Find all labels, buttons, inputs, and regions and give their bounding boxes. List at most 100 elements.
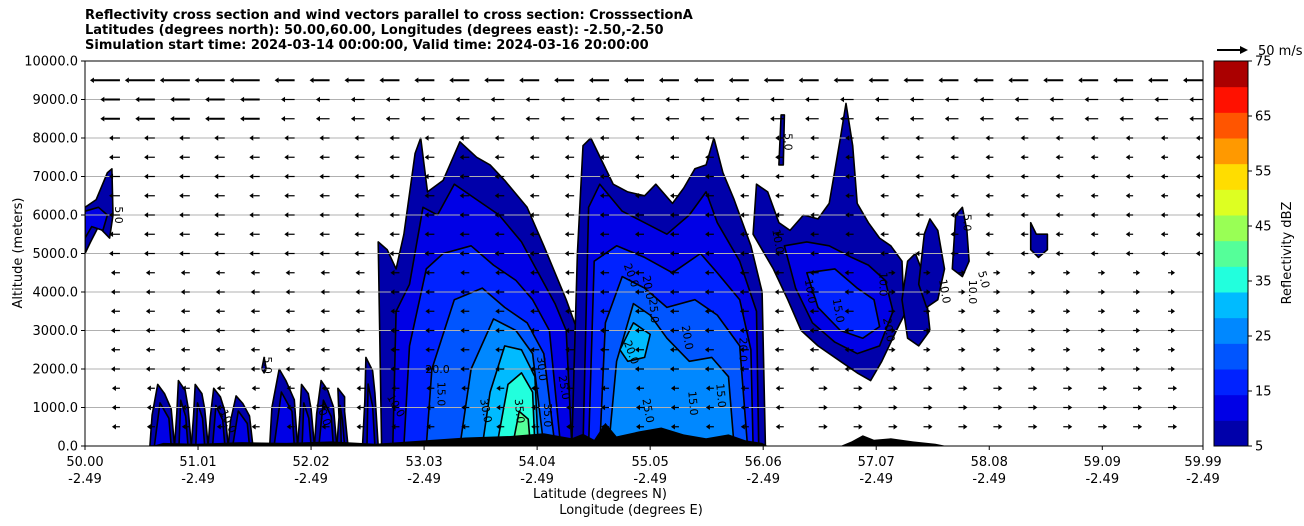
wind-vector-head	[1160, 154, 1165, 161]
wind-vector-head	[1055, 212, 1060, 218]
wind-vector-head	[670, 231, 675, 238]
colorbar-segment	[1214, 61, 1248, 88]
x-tick-label-lon: -2.49	[520, 472, 554, 487]
wind-vector-head	[460, 327, 465, 334]
wind-vector-head	[145, 289, 150, 295]
wind-vector-head	[704, 327, 709, 334]
contour-label: 15.0	[830, 297, 847, 323]
wind-vector-head	[635, 366, 639, 372]
colorbar-segment	[1214, 163, 1248, 190]
wind-vector-head	[525, 96, 530, 103]
contour-label: 10.0	[877, 272, 890, 297]
wind-vector-head	[1206, 308, 1210, 314]
wind-vector-head	[181, 423, 186, 430]
wind-vector-head	[1031, 366, 1036, 372]
wind-vector-head	[490, 96, 495, 103]
wind-vector-head	[285, 289, 290, 295]
wind-vector-head	[909, 115, 914, 122]
wind-vector-head	[775, 173, 780, 180]
x-tick-label-lat: 59.99	[1184, 455, 1221, 470]
wind-vector-head	[286, 404, 291, 411]
reflectivity-band-10dbz	[153, 402, 172, 446]
wind-vector-head	[216, 404, 221, 411]
wind-vector-head	[124, 77, 129, 84]
wind-vector-head	[495, 346, 500, 353]
wind-vector-head	[809, 327, 814, 334]
wind-vector-head	[250, 289, 255, 295]
wind-vector-head	[321, 385, 326, 392]
wind-vector-head	[739, 289, 744, 295]
wind-vector-head	[564, 231, 569, 238]
wind-vector-head	[858, 385, 863, 392]
wind-vector-head	[530, 346, 535, 353]
wind-vector-head	[1125, 135, 1130, 141]
wind-vector-head	[1090, 154, 1095, 161]
contour-label: 20.0	[880, 317, 897, 343]
wind-vector-head	[601, 404, 606, 411]
wind-vector-head	[810, 154, 815, 161]
wind-vector-head	[669, 346, 674, 353]
wind-vector-head	[874, 96, 879, 103]
wind-vector-head	[100, 96, 105, 103]
wind-vector-head	[1171, 327, 1176, 334]
wind-vector-head	[961, 308, 966, 315]
wind-vector-head	[1138, 385, 1143, 392]
wind-vector-head	[823, 404, 828, 411]
colorbar-segment	[1214, 266, 1248, 293]
wind-vector-head	[635, 308, 639, 315]
y-tick-label: 10000.0	[24, 55, 78, 70]
wind-vector-head	[319, 173, 324, 180]
wind-vector-head	[844, 289, 849, 295]
wind-vector-head	[565, 308, 570, 315]
wind-vector-head	[599, 192, 604, 199]
wind-vector-head	[599, 173, 604, 180]
wind-vector-head	[1020, 154, 1025, 161]
wind-vector-head	[996, 269, 1001, 276]
wind-vector-head	[996, 308, 1001, 315]
wind-vector-head	[1066, 289, 1071, 295]
x-tick-label-lat: 58.08	[971, 455, 1008, 470]
wind-vector-head	[1066, 327, 1071, 334]
wind-vector-head	[424, 212, 429, 218]
wind-vector-head	[214, 173, 219, 180]
wind-vectors	[89, 77, 1212, 430]
wind-vector-head	[1173, 385, 1178, 392]
wind-vector-head	[315, 96, 320, 103]
wind-vector-head	[425, 346, 430, 353]
wind-vector-head	[179, 250, 184, 257]
wind-vector-head	[740, 423, 745, 430]
wind-vector-head	[355, 289, 360, 295]
wind-vector-head	[529, 250, 534, 257]
wind-vector-head	[461, 404, 466, 411]
wind-vector-head	[669, 327, 674, 334]
wind-vector-head	[950, 250, 955, 257]
wind-vector-head	[985, 212, 990, 218]
wind-vector-head	[903, 77, 908, 84]
wind-vector-head	[424, 231, 429, 238]
wind-vector-head	[926, 346, 931, 353]
wind-vector-head	[636, 404, 640, 411]
wind-vector-head	[1208, 405, 1212, 411]
wind-vector-head	[356, 423, 361, 430]
reflectivity-band-10dbz	[318, 399, 335, 446]
wind-vector-head	[494, 135, 499, 141]
wind-vector-head	[286, 385, 291, 392]
wind-vector-head	[705, 231, 710, 238]
wind-vector-head	[595, 96, 600, 103]
x-tick-label-lon: -2.49	[633, 472, 667, 487]
wind-vector-head	[309, 77, 314, 84]
wind-vector-head	[110, 366, 115, 372]
wind-vector-head	[670, 250, 675, 257]
wind-vector-head	[494, 173, 499, 180]
wind-vector-head	[1171, 366, 1176, 372]
wind-vector-head	[565, 366, 570, 372]
wind-vector-head	[915, 231, 920, 238]
reflectivity-band-10dbz	[339, 404, 346, 446]
wind-vector-head	[389, 250, 394, 257]
wind-vector-head	[1208, 385, 1212, 391]
wind-vector-head	[285, 327, 290, 334]
wind-vector-head	[144, 173, 149, 180]
wind-vector-head	[774, 366, 779, 372]
title-line-3: Simulation start time: 2024-03-14 00:00:…	[85, 38, 649, 53]
wind-vector-head	[426, 385, 431, 392]
